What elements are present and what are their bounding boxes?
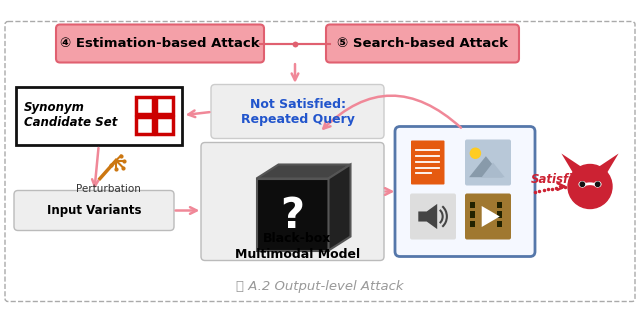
Polygon shape <box>482 206 500 227</box>
Text: Black-box
Multimodal Model: Black-box Multimodal Model <box>235 233 360 261</box>
Circle shape <box>568 164 612 209</box>
FancyBboxPatch shape <box>156 97 173 113</box>
Polygon shape <box>257 179 328 251</box>
Text: Perturbation: Perturbation <box>76 184 140 194</box>
Bar <box>497 221 502 227</box>
Circle shape <box>470 148 481 158</box>
Ellipse shape <box>594 181 602 188</box>
Bar <box>497 212 502 218</box>
FancyBboxPatch shape <box>395 127 535 256</box>
FancyBboxPatch shape <box>56 25 264 62</box>
FancyBboxPatch shape <box>411 141 445 184</box>
Text: ?: ? <box>280 195 305 237</box>
Polygon shape <box>561 153 588 175</box>
FancyBboxPatch shape <box>211 85 384 139</box>
FancyBboxPatch shape <box>201 142 384 261</box>
Bar <box>470 202 475 208</box>
Bar <box>470 221 475 227</box>
Polygon shape <box>592 153 619 175</box>
FancyBboxPatch shape <box>136 97 153 113</box>
Polygon shape <box>482 162 505 177</box>
Polygon shape <box>469 156 502 177</box>
FancyBboxPatch shape <box>326 25 519 62</box>
Circle shape <box>595 182 600 186</box>
FancyBboxPatch shape <box>156 117 173 133</box>
Text: Input Variants: Input Variants <box>47 204 141 217</box>
Text: Synonym
Candidate Set: Synonym Candidate Set <box>24 101 117 130</box>
FancyBboxPatch shape <box>5 22 635 301</box>
FancyBboxPatch shape <box>16 87 182 144</box>
Text: ④ Estimation-based Attack: ④ Estimation-based Attack <box>60 37 260 50</box>
FancyBboxPatch shape <box>136 117 153 133</box>
Text: 🔗 A.2 Output-level Attack: 🔗 A.2 Output-level Attack <box>236 280 404 293</box>
Polygon shape <box>257 164 351 179</box>
Bar <box>470 212 475 218</box>
Ellipse shape <box>579 181 586 188</box>
Text: ⑤ Search-based Attack: ⑤ Search-based Attack <box>337 37 508 50</box>
FancyBboxPatch shape <box>14 191 174 231</box>
Text: Satisfied: Satisfied <box>531 173 589 186</box>
Polygon shape <box>419 204 437 229</box>
Text: Not Satisfied:
Repeated Query: Not Satisfied: Repeated Query <box>241 98 355 126</box>
FancyBboxPatch shape <box>465 193 511 239</box>
Polygon shape <box>328 164 351 251</box>
FancyBboxPatch shape <box>410 193 456 239</box>
Circle shape <box>580 182 584 186</box>
Bar <box>497 202 502 208</box>
FancyBboxPatch shape <box>465 140 511 185</box>
